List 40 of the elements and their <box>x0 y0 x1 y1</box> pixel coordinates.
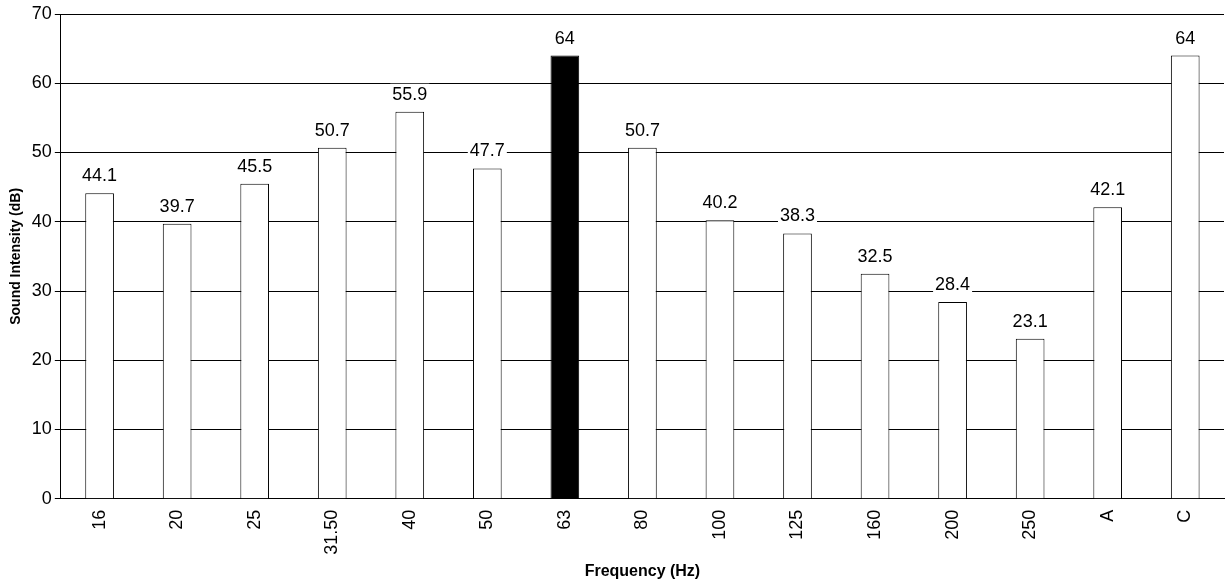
y-tick-label: 10 <box>31 418 52 439</box>
y-tick-label: 0 <box>41 487 52 508</box>
x-tick-label: 80 <box>631 509 652 530</box>
x-tick-label: 50 <box>476 509 497 530</box>
x-tick-label: 125 <box>786 509 807 540</box>
y-axis-title: Sound Intensity (dB) <box>7 187 24 325</box>
data-label: 28.4 <box>935 274 971 295</box>
data-label: 23.1 <box>1012 310 1048 331</box>
data-label: 47.7 <box>469 140 505 161</box>
x-tick-label: 20 <box>166 509 187 530</box>
x-tick-label: A <box>1096 509 1117 522</box>
data-label: 50.7 <box>624 119 660 140</box>
y-tick-label: 60 <box>31 72 52 93</box>
x-tick-label: 16 <box>88 509 109 530</box>
x-tick-label: 40 <box>398 509 419 530</box>
data-label: 55.9 <box>392 83 428 104</box>
y-tick-label: 50 <box>31 141 52 162</box>
x-tick-label: 200 <box>941 509 962 540</box>
data-label: 32.5 <box>857 245 893 266</box>
data-label: 64 <box>554 27 575 48</box>
y-tick-label: 70 <box>31 2 52 23</box>
x-axis-title: Frequency (Hz) <box>584 561 701 579</box>
y-tick-label: 20 <box>31 349 52 370</box>
data-label: 42.1 <box>1090 179 1126 200</box>
data-label: 64 <box>1175 27 1196 48</box>
x-tick-label: C <box>1174 509 1195 523</box>
x-tick-label: 25 <box>243 509 264 530</box>
data-label: 44.1 <box>82 165 118 186</box>
y-tick-label: 30 <box>31 279 52 300</box>
x-tick-label: 63 <box>553 509 574 530</box>
data-label: 50.7 <box>314 119 350 140</box>
x-tick-label: 160 <box>864 509 885 540</box>
y-tick-label: 40 <box>31 210 52 231</box>
data-label: 40.2 <box>702 192 738 213</box>
data-label: 39.7 <box>159 195 195 216</box>
x-tick-label: 250 <box>1019 509 1040 540</box>
x-tick-label: 31.50 <box>321 509 342 555</box>
x-tick-label: 100 <box>708 509 729 540</box>
data-label: 45.5 <box>237 155 273 176</box>
data-label: 38.3 <box>779 205 816 226</box>
